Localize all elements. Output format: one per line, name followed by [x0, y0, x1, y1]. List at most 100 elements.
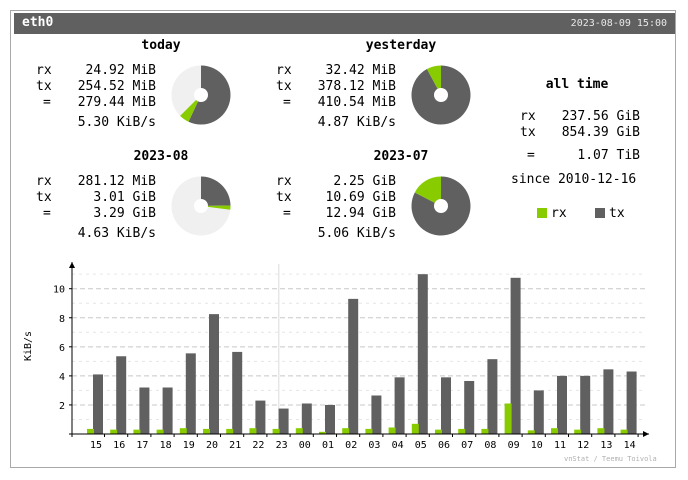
x-tick-label: 04: [392, 440, 404, 451]
x-tick-label: 08: [484, 440, 496, 451]
rx-value: 32.42 MiB: [325, 63, 396, 78]
all-time-since: since 2010-12-16: [511, 172, 637, 187]
tx-bar: [580, 375, 591, 434]
total-value: 279.44 MiB: [77, 95, 156, 110]
rx-bar: [249, 428, 257, 434]
x-tick-label: 02: [345, 440, 357, 451]
total-label: =: [283, 95, 291, 110]
rx-label: rx: [276, 63, 292, 78]
legend-rx-label: rx: [551, 206, 567, 221]
y-tick-label: 2: [59, 401, 65, 412]
total-label: =: [43, 206, 51, 221]
tx-label: tx: [276, 190, 292, 205]
x-tick-label: 05: [415, 440, 427, 451]
x-tick-label: 14: [624, 440, 636, 451]
x-tick-label: 17: [136, 440, 148, 451]
pie-center-hole: [434, 88, 448, 102]
summary-title: today: [141, 38, 181, 53]
x-tick-label: 16: [113, 440, 125, 451]
x-tick-label: 23: [276, 440, 288, 451]
x-tick-label: 09: [508, 440, 520, 451]
x-axis-arrow: [643, 431, 649, 437]
rx-bar: [597, 428, 605, 434]
rx-bar: [551, 428, 558, 434]
tx-value: 10.69 GiB: [325, 190, 396, 205]
pie-rx-slice: [201, 205, 231, 210]
rx-bar: [295, 428, 303, 434]
all-time-rx-value: 237.56 GiB: [561, 109, 640, 124]
pie-center-hole: [194, 88, 208, 102]
rx-value: 281.12 MiB: [77, 174, 156, 189]
summary-title: 2023-08: [133, 149, 189, 164]
legend-tx-swatch: [595, 208, 605, 218]
pie-tx-slice: [201, 176, 231, 206]
rx-bar: [527, 430, 535, 434]
total-label: =: [43, 95, 51, 110]
y-tick-label: 6: [59, 343, 65, 354]
total-value: 12.94 GiB: [325, 206, 396, 221]
all-time-tx-label: tx: [520, 125, 536, 140]
y-tick-label: 8: [59, 314, 65, 325]
all-time-title: all time: [545, 77, 609, 92]
legend-rx-swatch: [537, 208, 547, 218]
rx-bar: [574, 429, 582, 434]
tx-value: 254.52 MiB: [77, 79, 156, 94]
tx-bar: [417, 274, 428, 434]
chart-labels: 2 4 6 8 10 15 16 17 18 19 20 21 22 23 00 01 02 03 04 05 06 07…: [23, 285, 636, 451]
tx-bar: [557, 375, 567, 434]
legend-tx-label: tx: [609, 206, 625, 221]
all-time-total-label: =: [527, 148, 535, 163]
x-tick-label: 18: [160, 440, 172, 451]
y-tick-label: 10: [53, 285, 65, 296]
x-tick-label: 06: [438, 440, 450, 451]
x-tick-label: 07: [461, 440, 473, 451]
rx-bar: [458, 428, 466, 434]
pie-rx-slice: [426, 65, 441, 95]
rx-label: rx: [36, 174, 52, 189]
x-tick-label: 10: [531, 440, 543, 451]
tx-bar: [464, 380, 475, 434]
rx-bar: [87, 428, 94, 434]
x-tick-label: 20: [206, 440, 218, 451]
rx-bar: [620, 429, 628, 434]
tx-bar: [278, 408, 289, 434]
tx-bar: [162, 387, 173, 434]
rx-bar: [110, 429, 118, 434]
pie-tx-slice: [188, 65, 231, 125]
chart-bars: [87, 274, 637, 434]
x-tick-label: 01: [322, 440, 334, 451]
chart-axes: [69, 262, 649, 437]
tx-bar: [603, 369, 614, 434]
x-tick-label: 03: [368, 440, 380, 451]
all-time-tx-value: 854.39 GiB: [561, 125, 640, 140]
tx-label: tx: [36, 190, 52, 205]
rx-value: 2.25 GiB: [333, 174, 396, 189]
rx-bar: [272, 428, 280, 434]
rx-label: rx: [276, 174, 292, 189]
x-tick-label: 22: [252, 440, 264, 451]
tx-bar: [116, 356, 127, 434]
rx-bar: [133, 429, 141, 434]
tx-bar: [139, 387, 150, 434]
all-time-rx-label: rx: [520, 109, 536, 124]
rx-bar: [481, 428, 489, 434]
all-time-total-value: 1.07 TiB: [577, 148, 640, 163]
x-tick-label: 11: [554, 440, 566, 451]
rx-label: rx: [36, 63, 52, 78]
rx-bar: [156, 429, 164, 434]
pie-rx-slice: [414, 176, 441, 206]
tx-bar: [93, 374, 103, 434]
rx-value: 24.92 MiB: [85, 63, 156, 78]
y-axis-label: KiB/s: [23, 331, 34, 361]
interface-name: eth0: [22, 15, 54, 30]
tx-bar: [255, 400, 266, 434]
tx-bar: [348, 298, 359, 434]
rx-bar: [388, 427, 396, 434]
tx-value: 378.12 MiB: [317, 79, 396, 94]
total-value: 410.54 MiB: [317, 95, 396, 110]
rx-bar: [365, 428, 373, 434]
summary-title: yesterday: [365, 38, 437, 53]
tx-value: 3.01 GiB: [93, 190, 156, 205]
